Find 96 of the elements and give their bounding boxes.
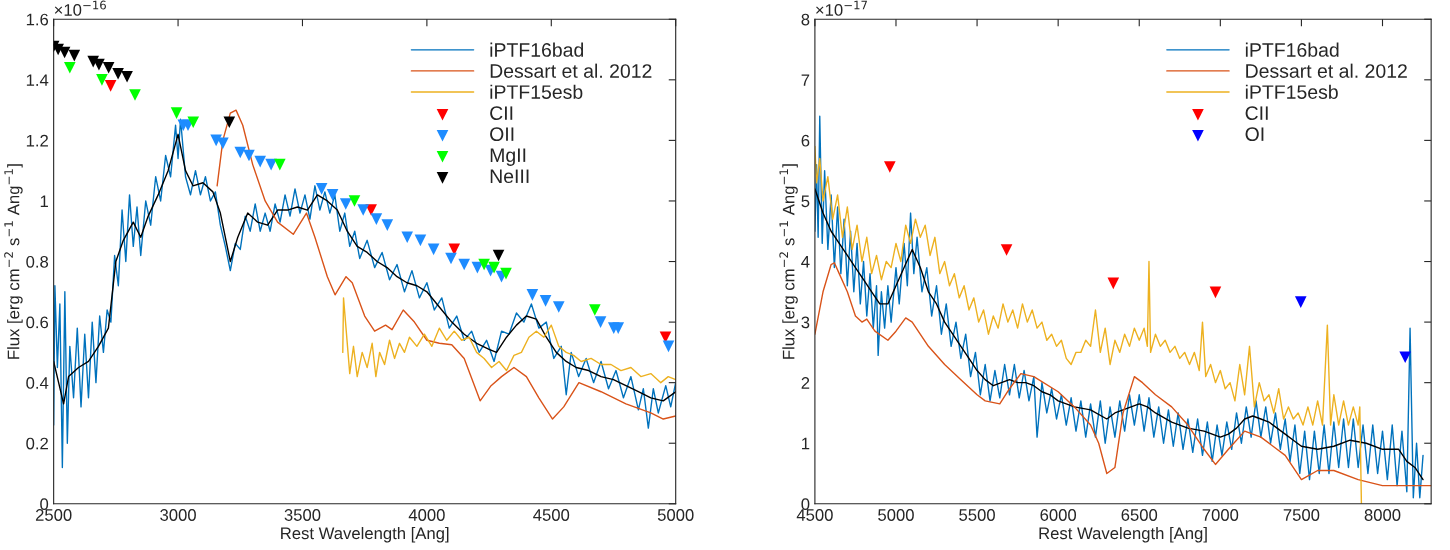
point	[326, 189, 339, 201]
legend-label: Dessart et al. 2012	[1246, 63, 1407, 78]
point	[112, 67, 124, 80]
x-tick-label: 2500	[35, 509, 72, 521]
y-axis-title: Flux [erg cm$^{−2}$ s$^{−1}$ Ang$^{−1}$]	[4, 164, 23, 359]
point	[170, 107, 183, 119]
y-tick-label: 1	[40, 195, 48, 207]
legend-label: CII	[490, 106, 513, 120]
point	[339, 198, 352, 210]
legend-label: Dessart et al. 2012	[490, 63, 652, 78]
point	[526, 289, 539, 301]
point	[121, 70, 133, 83]
point	[1294, 296, 1307, 308]
point	[223, 116, 236, 129]
x-tick-label: 3500	[284, 509, 321, 521]
y-tick-label: 0.6	[26, 316, 49, 329]
point	[478, 258, 490, 271]
point	[64, 61, 76, 74]
point	[492, 249, 505, 262]
legend-label: NeIII	[490, 169, 529, 184]
legend-label: iPTF16bad	[1245, 42, 1339, 57]
x-tick-label: 7000	[1202, 509, 1239, 521]
y-tick-label: 7	[801, 74, 810, 86]
point	[884, 161, 896, 173]
y-tick-label: 3	[801, 316, 810, 329]
x-axis-title: Rest Wavelength [Ang]	[1039, 526, 1207, 543]
point	[265, 158, 277, 171]
y-tick-label: 1.2	[26, 134, 48, 147]
x-tick-label: 6500	[1121, 509, 1158, 521]
y-tick-label: 1.6	[26, 13, 49, 26]
point	[254, 155, 266, 168]
legend-label: iPTF16bad	[490, 42, 584, 57]
point	[234, 146, 247, 159]
legend-label: MgII	[490, 148, 526, 166]
point	[1000, 244, 1013, 256]
point	[381, 219, 394, 231]
point	[427, 243, 440, 256]
x-tick-label: 4500	[533, 509, 570, 521]
y-tick-label: 0.2	[26, 437, 48, 450]
legend-label: iPTF15esb	[490, 84, 583, 99]
legend-label: OI	[1245, 127, 1264, 142]
x-tick-label: 5000	[878, 509, 914, 521]
point	[53, 43, 64, 56]
line-series	[814, 262, 1432, 487]
point	[102, 61, 115, 74]
x-tick-label: 8000	[1364, 509, 1401, 521]
point	[1399, 351, 1412, 364]
y-tick-label: 0	[801, 498, 810, 510]
point	[1209, 286, 1222, 299]
y-axis-title: Flux [erg cm$^{−2}$ s$^{−1}$ Ang$^{−1}$]	[779, 164, 798, 359]
x-tick-label: 3000	[160, 509, 196, 521]
point	[612, 322, 625, 334]
y-tick-label: 8	[801, 13, 810, 26]
x-tick-label: 5500	[959, 509, 995, 521]
x-axis-title: Rest Wavelength [Ang]	[281, 526, 449, 543]
point	[217, 137, 229, 150]
point	[348, 195, 361, 207]
point	[129, 89, 141, 101]
point	[96, 74, 108, 86]
x-tick-label: 4500	[796, 509, 833, 521]
point	[589, 304, 601, 316]
legend-label: CII	[1245, 106, 1268, 120]
point	[539, 295, 552, 307]
point	[357, 204, 369, 216]
y-tick-label: 4	[801, 256, 810, 268]
text: ×10$^{−16}$	[54, 0, 106, 16]
x-tick-label: 6000	[1040, 509, 1077, 521]
y-tick-label: 5	[801, 195, 810, 208]
y-tick-label: 1	[802, 437, 810, 450]
x-tick-label: 4000	[408, 509, 445, 521]
x-tick-label: 5000	[657, 509, 694, 521]
point	[458, 258, 471, 271]
point	[1107, 277, 1120, 290]
line-series	[814, 188, 1424, 481]
point	[370, 213, 383, 225]
y-tick-label: 6	[801, 134, 810, 147]
point	[104, 80, 117, 92]
point	[662, 340, 675, 353]
y-tick-label: 1.4	[26, 74, 49, 86]
line-series	[342, 297, 676, 384]
text: ×10$^{−17}$	[816, 0, 867, 16]
point	[315, 183, 328, 195]
point	[187, 116, 200, 129]
x-tick-label: 7500	[1283, 509, 1320, 521]
point	[68, 49, 81, 62]
point	[401, 231, 414, 244]
point	[552, 301, 565, 313]
y-tick-label: 0	[40, 498, 49, 510]
legend-label: OII	[490, 127, 514, 142]
y-tick-label: 0.8	[26, 255, 49, 268]
point	[274, 158, 286, 171]
legend-label: iPTF15esb	[1245, 84, 1338, 99]
y-tick-label: 0.4	[26, 377, 49, 389]
point	[594, 316, 607, 328]
point	[414, 234, 427, 247]
y-tick-label: 2	[801, 377, 810, 389]
